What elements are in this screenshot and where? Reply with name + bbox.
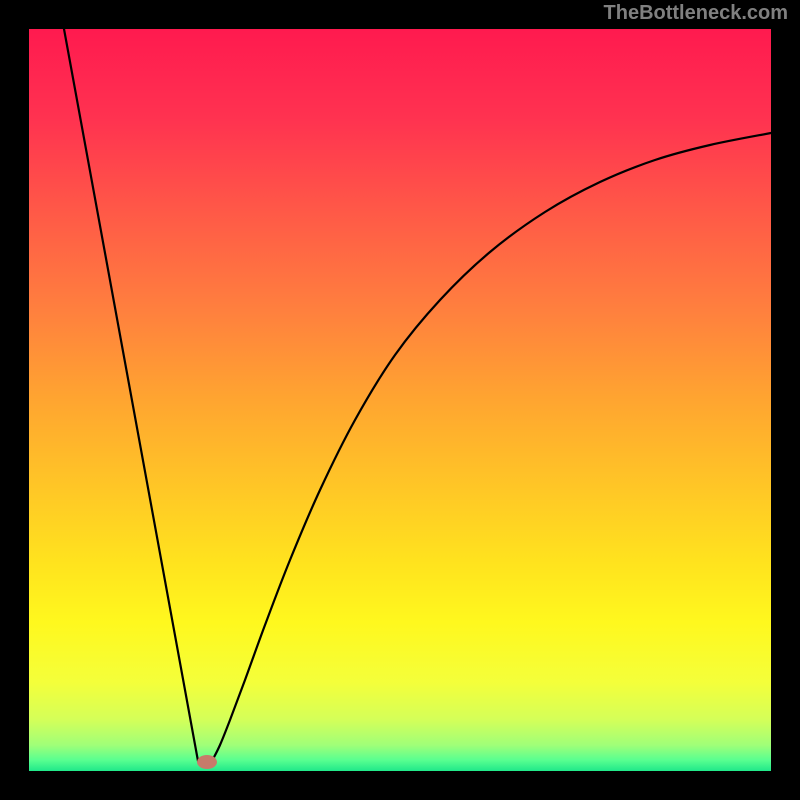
optimal-point-marker	[197, 755, 217, 769]
chart-container: TheBottleneck.com	[0, 0, 800, 800]
bottleneck-chart	[0, 0, 800, 800]
plot-area	[29, 29, 771, 771]
watermark-text: TheBottleneck.com	[604, 2, 788, 25]
